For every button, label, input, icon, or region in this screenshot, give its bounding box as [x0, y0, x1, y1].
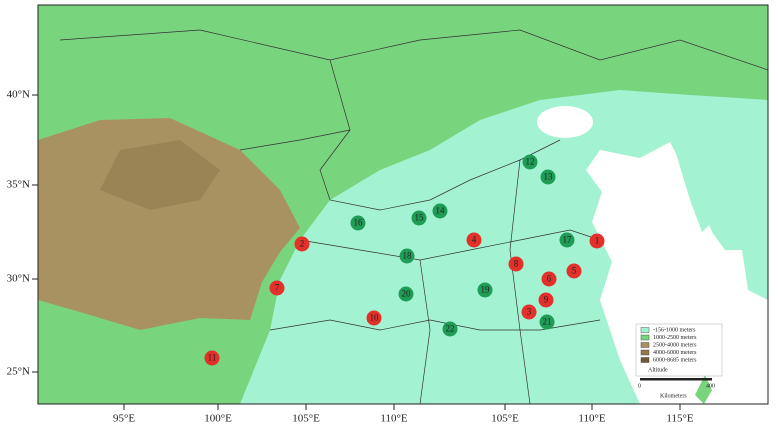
- lon-label: 115°E: [666, 413, 693, 425]
- site-marker: 18: [399, 248, 415, 264]
- site-marker: 13: [540, 169, 556, 185]
- site-marker: 9: [538, 292, 554, 308]
- lon-label: 105°E: [292, 413, 320, 425]
- site-dot: [559, 232, 575, 248]
- site-label: 13: [544, 172, 554, 182]
- lon-label: 100°E: [204, 413, 232, 425]
- legend-label: -156-1000 meters: [653, 327, 696, 333]
- site-label: 2: [300, 239, 305, 249]
- site-dot: [432, 203, 448, 219]
- site-marker: 4: [466, 232, 482, 248]
- site-marker: 7: [269, 280, 285, 296]
- lon-label: 95°E: [113, 413, 135, 425]
- site-dot: [539, 314, 555, 330]
- site-label: 12: [526, 157, 535, 167]
- lat-label: 30°N: [7, 273, 30, 285]
- legend-swatch: [640, 357, 650, 363]
- lat-label: 25°N: [7, 366, 30, 378]
- lon-label: 110°E: [380, 413, 407, 425]
- site-dot: [538, 292, 554, 308]
- site-marker: 17: [559, 232, 575, 248]
- legend-label: 2500-4000 meters: [653, 342, 697, 348]
- site-marker: 5: [566, 263, 582, 279]
- legend-label: 6000-8685 meters: [653, 357, 697, 363]
- site-marker: 12: [522, 154, 538, 170]
- site-label: 20: [402, 289, 412, 299]
- site-label: 8: [514, 259, 519, 269]
- site-label: 21: [543, 317, 552, 327]
- site-marker: 2: [294, 236, 310, 252]
- legend-swatch: [640, 349, 650, 356]
- site-label: 4: [472, 235, 477, 245]
- site-dot: [442, 321, 458, 337]
- site-marker: 3: [521, 304, 537, 320]
- site-label: 9: [544, 295, 549, 305]
- site-dot: [522, 154, 538, 170]
- site-dot: [477, 282, 493, 298]
- site-dot: [466, 232, 482, 248]
- site-label: 18: [403, 251, 413, 261]
- site-dot: [541, 271, 557, 287]
- legend-swatch: [640, 327, 650, 333]
- site-label: 1: [595, 236, 600, 246]
- site-label: 17: [563, 235, 573, 245]
- lon-label: 110°E: [578, 413, 605, 425]
- site-marker: 6: [541, 271, 557, 287]
- site-marker: 21: [539, 314, 555, 330]
- legend-swatch: [640, 334, 650, 341]
- legend-box: [635, 323, 723, 377]
- scale-end: 400: [706, 383, 715, 389]
- site-label: 19: [481, 285, 491, 295]
- site-dot: [269, 280, 285, 296]
- site-dot: [399, 248, 415, 264]
- site-label: 22: [446, 324, 455, 334]
- legend-swatch: [640, 342, 650, 348]
- site-marker: 8: [508, 256, 524, 272]
- site-label: 5: [572, 266, 577, 276]
- legend-label: 1000-2500 meters: [653, 335, 697, 341]
- site-label: 7: [275, 283, 280, 293]
- site-dot: [350, 215, 366, 231]
- site-marker: 16: [350, 215, 366, 231]
- scale-bar: [640, 378, 712, 381]
- site-dot: [540, 169, 556, 185]
- site-marker: 14: [432, 203, 448, 219]
- site-dot: [411, 210, 427, 226]
- site-marker: 1: [589, 233, 605, 249]
- map-frame: [37, 4, 769, 405]
- site-label: 16: [354, 218, 364, 228]
- site-label: 14: [436, 206, 446, 216]
- lat-label: 40°N: [7, 89, 30, 101]
- site-label: 15: [415, 213, 425, 223]
- site-marker: 20: [398, 286, 414, 302]
- site-dot: [366, 310, 382, 326]
- site-label: 6: [547, 274, 552, 284]
- site-dot: [589, 233, 605, 249]
- site-dot: [521, 304, 537, 320]
- legend-label: 4000-6000 meters: [653, 350, 697, 356]
- site-marker: 15: [411, 210, 427, 226]
- site-label: 11: [208, 353, 217, 363]
- legend-title: Altitude: [648, 367, 668, 373]
- site-dot: [566, 263, 582, 279]
- site-label: 10: [370, 313, 380, 323]
- site-marker: 22: [442, 321, 458, 337]
- scale-unit: Kilometers: [660, 393, 687, 399]
- site-dot: [508, 256, 524, 272]
- site-dot: [204, 350, 220, 366]
- site-dot: [294, 236, 310, 252]
- site-marker: 10: [366, 310, 382, 326]
- site-dot: [398, 286, 414, 302]
- site-marker: 19: [477, 282, 493, 298]
- scale-start: 0: [638, 383, 641, 389]
- site-label: 3: [527, 307, 532, 317]
- terrain: [38, 5, 768, 404]
- lon-label: 105°E: [491, 413, 519, 425]
- site-marker: 11: [204, 350, 220, 366]
- lat-label: 35°N: [7, 179, 30, 191]
